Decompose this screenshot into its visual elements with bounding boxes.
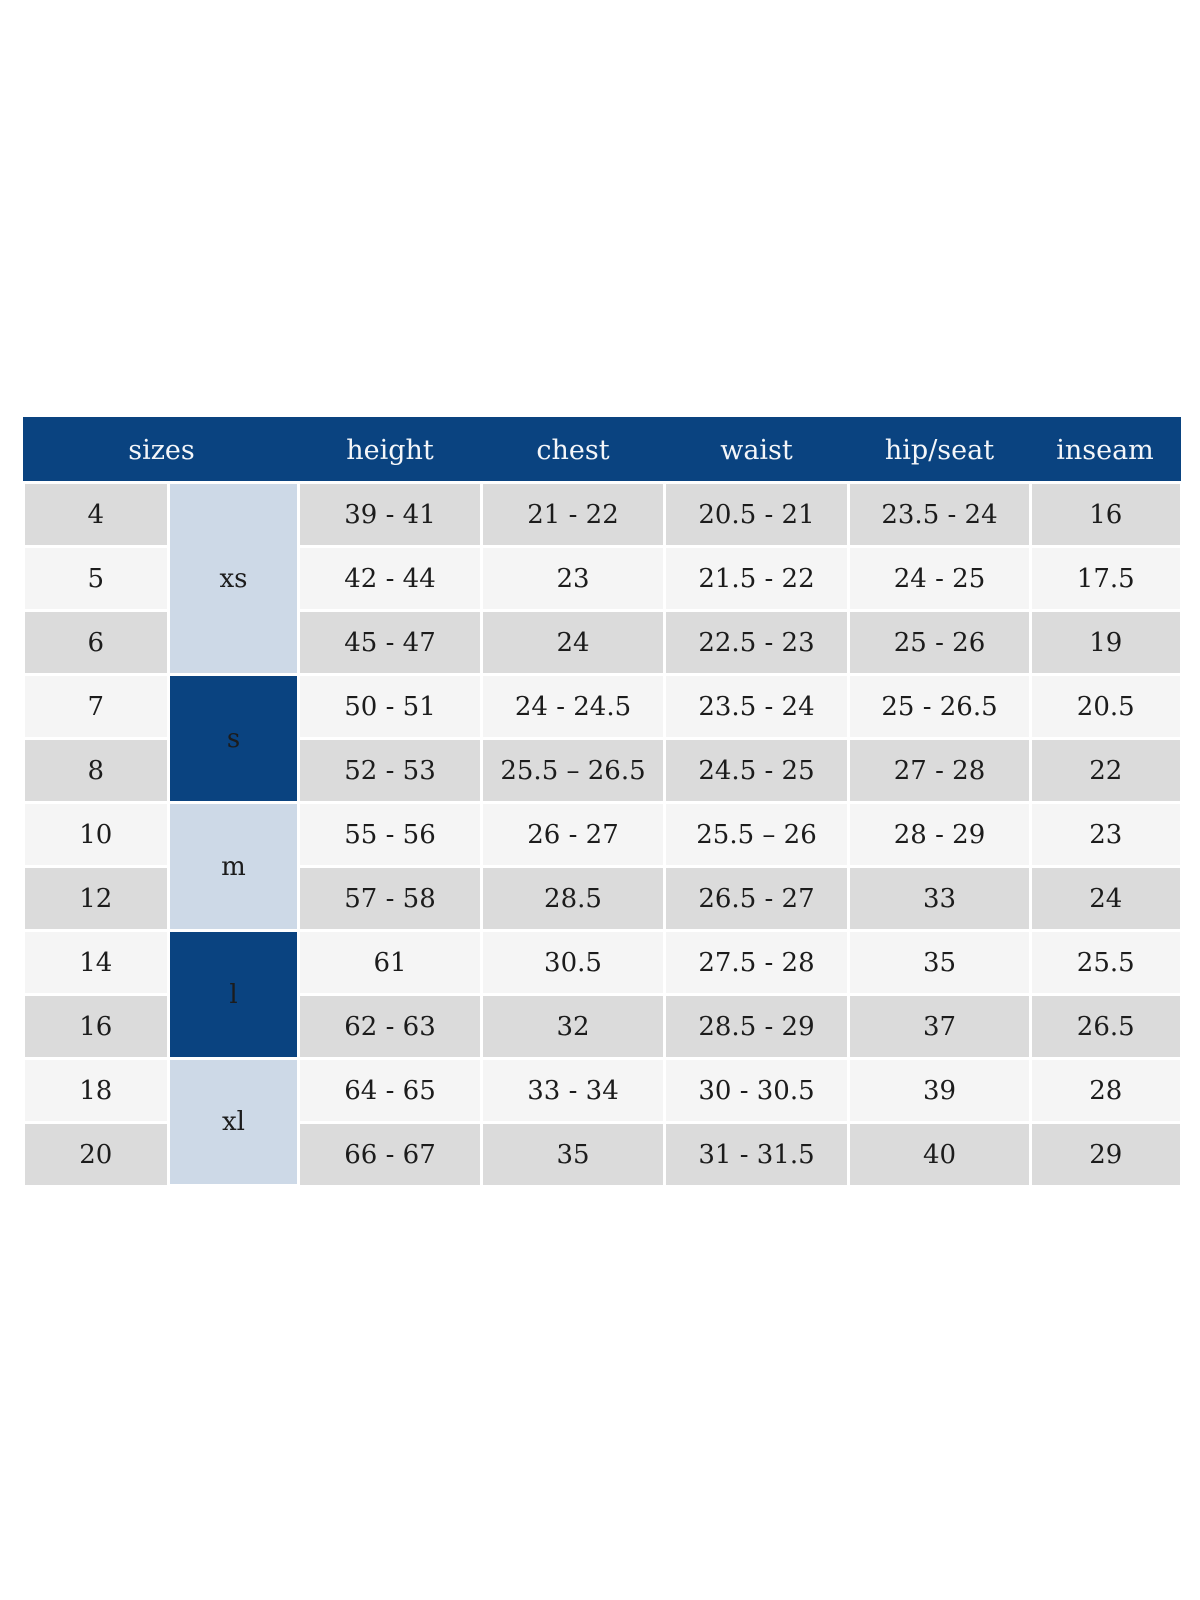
cell-waist: 24.5 - 25 (663, 737, 850, 804)
cell-waist: 21.5 - 22 (663, 545, 850, 612)
table-row: 20 66 - 67 35 31 - 31.5 40 29 (24, 1121, 1180, 1185)
cell-hip-seat: 33 (847, 865, 1032, 932)
cell-waist: 30 - 30.5 (663, 1057, 850, 1124)
cell-chest: 23 (480, 545, 666, 612)
table-row: 14 l 61 30.5 27.5 - 28 35 25.5 (24, 929, 1180, 1060)
cell-size: 7 (24, 673, 170, 740)
table-row: 8 52 - 53 25.5 – 26.5 24.5 - 25 27 - 28 22 (24, 737, 1180, 804)
cell-height: 42 - 44 (297, 545, 483, 612)
cell-chest: 26 - 27 (480, 801, 666, 868)
cell-size: 4 (24, 481, 170, 548)
cell-height: 61 (297, 929, 483, 996)
cell-size: 5 (24, 545, 170, 612)
cell-inseam: 23 (1029, 801, 1180, 868)
cell-height: 57 - 58 (297, 865, 483, 932)
cell-hip-seat: 39 (847, 1057, 1032, 1124)
cell-size: 14 (24, 929, 170, 996)
cell-chest: 21 - 22 (480, 481, 666, 548)
cell-inseam: 28 (1029, 1057, 1180, 1124)
cell-waist: 20.5 - 21 (663, 481, 850, 548)
cell-hip-seat: 37 (847, 993, 1032, 1060)
header-inseam: inseam (1029, 417, 1181, 484)
cell-inseam: 19 (1029, 609, 1180, 676)
table-row: 18 xl 64 - 65 33 - 34 30 - 30.5 39 28 (24, 1057, 1180, 1187)
cell-height: 64 - 65 (297, 1057, 483, 1124)
cell-chest: 28.5 (480, 865, 666, 932)
cell-chest: 32 (480, 993, 666, 1060)
cell-height: 62 - 63 (297, 993, 483, 1060)
header-hip-seat: hip/seat (847, 417, 1032, 484)
size-group-cell: xs (167, 481, 300, 676)
cell-hip-seat: 40 (847, 1121, 1032, 1185)
cell-height: 39 - 41 (297, 481, 483, 548)
header-waist: waist (663, 417, 850, 484)
cell-waist: 25.5 – 26 (663, 801, 850, 868)
size-group-cell: s (167, 673, 300, 804)
cell-inseam: 22 (1029, 737, 1180, 804)
cell-size: 16 (24, 993, 170, 1060)
table-row: 12 57 - 58 28.5 26.5 - 27 33 24 (24, 865, 1180, 932)
table-row: 16 62 - 63 32 28.5 - 29 37 26.5 (24, 993, 1180, 1060)
cell-inseam: 20.5 (1029, 673, 1180, 740)
cell-inseam: 16 (1029, 481, 1180, 548)
header-sizes: sizes (23, 417, 300, 484)
header-height: height (297, 417, 483, 484)
cell-hip-seat: 35 (847, 929, 1032, 996)
cell-inseam: 17.5 (1029, 545, 1180, 612)
cell-waist: 31 - 31.5 (663, 1121, 850, 1185)
cell-waist: 22.5 - 23 (663, 609, 850, 676)
header-chest: chest (480, 417, 666, 484)
cell-chest: 30.5 (480, 929, 666, 996)
cell-size: 8 (24, 737, 170, 804)
size-chart-table: sizes height chest waist hip/seat inseam… (23, 417, 1181, 1187)
size-group-cell: l (167, 929, 300, 1060)
cell-size: 12 (24, 865, 170, 932)
cell-hip-seat: 28 - 29 (847, 801, 1032, 868)
size-group-cell: xl (167, 1057, 300, 1187)
table-row: 4 xs 39 - 41 21 - 22 20.5 - 21 23.5 - 24 16 (24, 481, 1180, 676)
cell-waist: 26.5 - 27 (663, 865, 850, 932)
cell-chest: 33 - 34 (480, 1057, 666, 1124)
cell-inseam: 24 (1029, 865, 1180, 932)
cell-hip-seat: 24 - 25 (847, 545, 1032, 612)
cell-waist: 23.5 - 24 (663, 673, 850, 740)
table-row: 6 45 - 47 24 22.5 - 23 25 - 26 19 (24, 609, 1180, 676)
cell-inseam: 29 (1029, 1121, 1180, 1185)
cell-height: 45 - 47 (297, 609, 483, 676)
cell-size: 10 (24, 801, 170, 868)
cell-hip-seat: 25 - 26 (847, 609, 1032, 676)
cell-height: 52 - 53 (297, 737, 483, 804)
cell-waist: 27.5 - 28 (663, 929, 850, 996)
cell-chest: 24 - 24.5 (480, 673, 666, 740)
cell-size: 20 (24, 1121, 170, 1185)
cell-height: 50 - 51 (297, 673, 483, 740)
table-row: 7 s 50 - 51 24 - 24.5 23.5 - 24 25 - 26.5 20.5 (24, 673, 1180, 804)
cell-size: 18 (24, 1057, 170, 1124)
cell-chest: 25.5 – 26.5 (480, 737, 666, 804)
cell-size: 6 (24, 609, 170, 676)
cell-inseam: 25.5 (1029, 929, 1180, 996)
cell-height: 66 - 67 (297, 1121, 483, 1185)
cell-hip-seat: 25 - 26.5 (847, 673, 1032, 740)
size-group-cell: m (167, 801, 300, 932)
cell-hip-seat: 23.5 - 24 (847, 481, 1032, 548)
cell-hip-seat: 27 - 28 (847, 737, 1032, 804)
cell-inseam: 26.5 (1029, 993, 1180, 1060)
cell-chest: 24 (480, 609, 666, 676)
table-row: 5 42 - 44 23 21.5 - 22 24 - 25 17.5 (24, 545, 1180, 612)
header-row: sizes height chest waist hip/seat inseam (23, 417, 1181, 484)
cell-height: 55 - 56 (297, 801, 483, 868)
cell-chest: 35 (480, 1121, 666, 1185)
cell-waist: 28.5 - 29 (663, 993, 850, 1060)
table-row: 10 m 55 - 56 26 - 27 25.5 – 26 28 - 29 23 (24, 801, 1180, 932)
